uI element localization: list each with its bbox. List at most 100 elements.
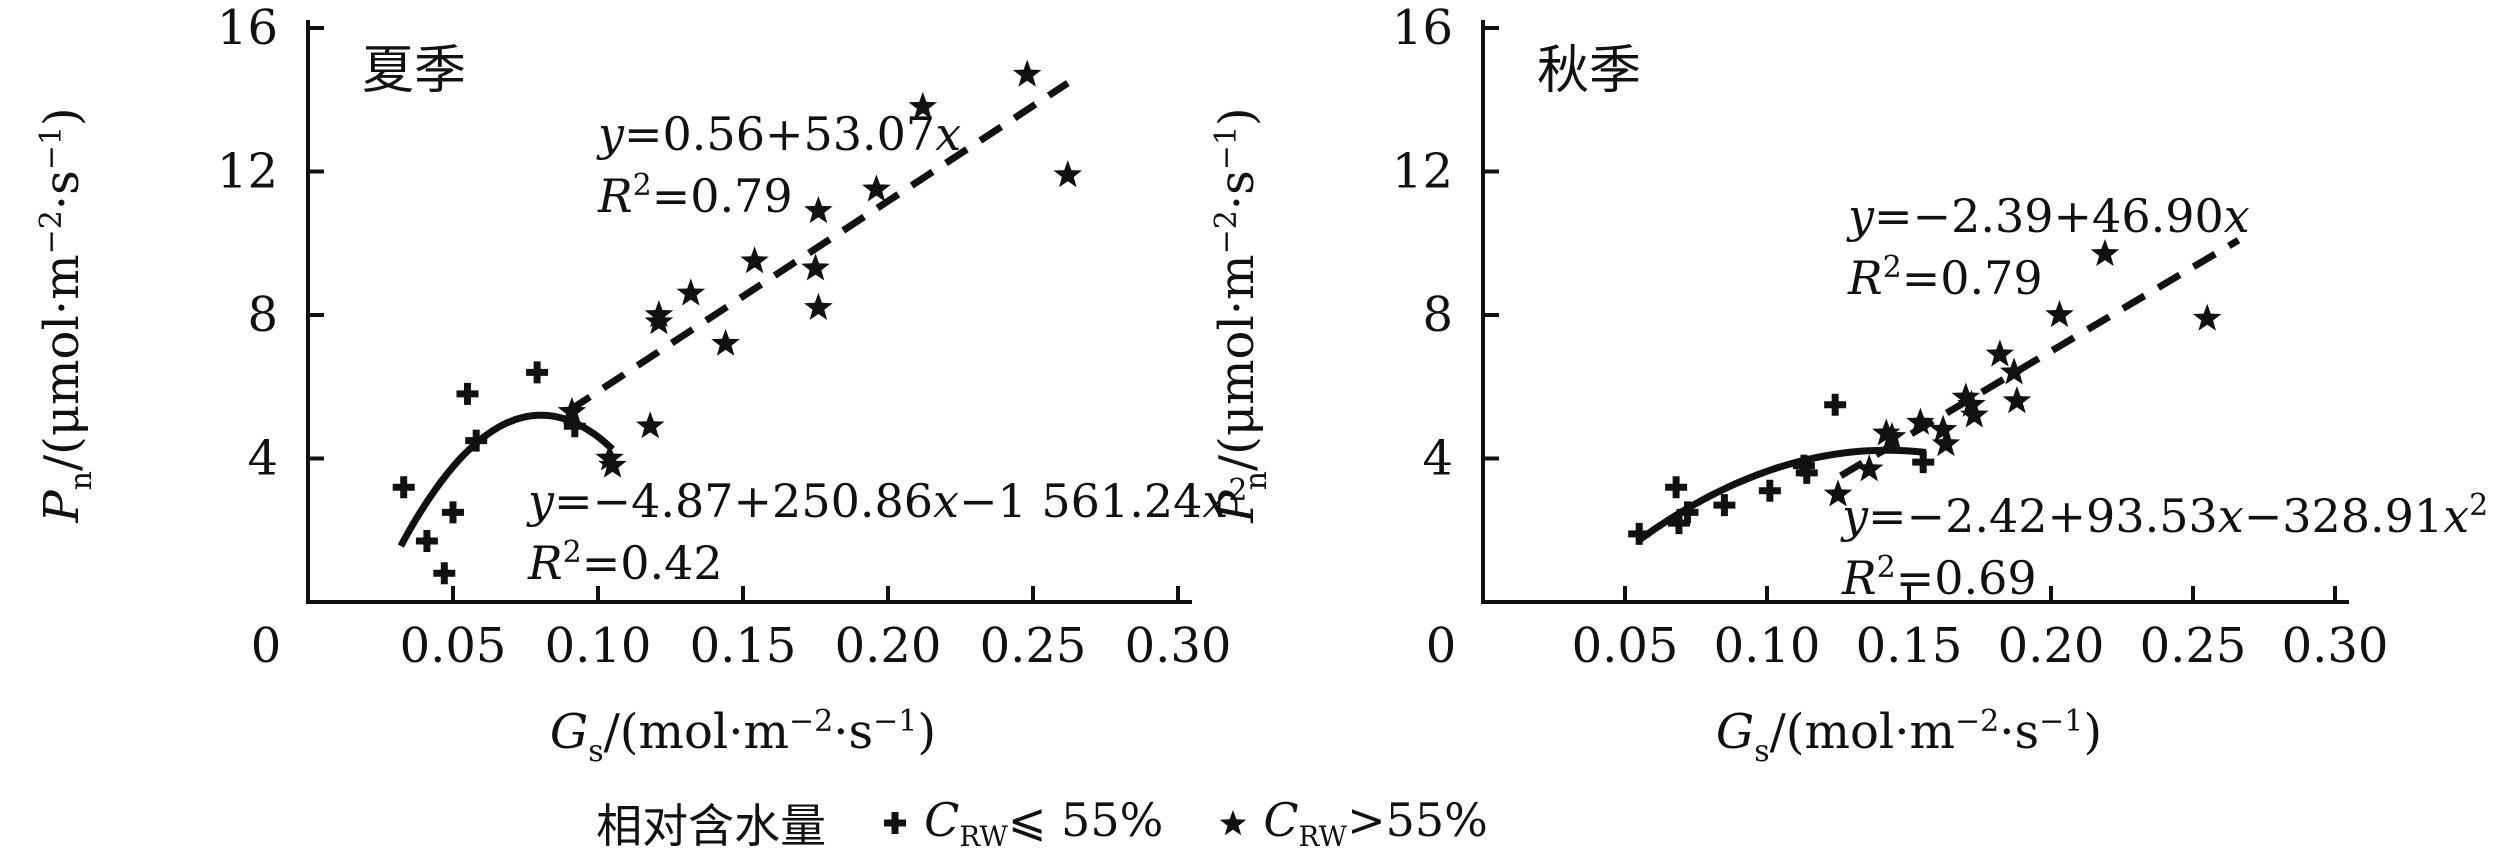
star-marker xyxy=(1823,479,1853,507)
plus-marker xyxy=(1758,479,1781,502)
series-low-moisture xyxy=(1628,393,1935,545)
plus-marker xyxy=(1795,461,1818,484)
star-marker xyxy=(676,278,706,306)
x-tick-label: 0.25 xyxy=(980,618,1087,674)
series-low-moisture xyxy=(392,361,586,585)
legend-item-low-moisture: CRW⩽ 55% xyxy=(878,793,1163,853)
star-marker xyxy=(711,328,740,356)
star-marker xyxy=(1877,422,1907,450)
y-tick-label: 12 xyxy=(217,144,278,200)
plus-marker xyxy=(1628,522,1651,545)
plus-marker xyxy=(465,429,488,452)
x-tick-label: 0 xyxy=(251,618,282,674)
tick-labels: 0 0.05 0.10 0.15 0.20 0.25 0.30 4 8 12 16 xyxy=(217,0,1232,674)
star-marker xyxy=(1053,160,1083,188)
star-marker xyxy=(801,253,830,281)
star-marker xyxy=(557,396,587,424)
fit-equation: y=−4.87+250.86x−1 561.24x2 xyxy=(526,473,1247,528)
y-tick-label: 12 xyxy=(1392,144,1453,200)
star-marker xyxy=(2045,300,2074,328)
y-tick-label: 16 xyxy=(1392,0,1453,56)
fit-equation: y=−2.39+46.90x xyxy=(1846,189,2250,243)
axes xyxy=(306,20,1192,604)
x-tick-label: 0.10 xyxy=(545,618,652,674)
x-tick-label: 0.05 xyxy=(1572,618,1679,674)
star-marker xyxy=(804,196,833,224)
star-marker xyxy=(862,174,891,202)
star-marker xyxy=(908,91,938,120)
star-marker xyxy=(740,246,769,274)
legend-title: 相对含水量 xyxy=(596,799,827,853)
star-marker xyxy=(1855,454,1884,482)
x-tick-label: 0.20 xyxy=(1998,618,2105,674)
x-tick-label: 0 xyxy=(1426,618,1457,674)
plus-marker xyxy=(415,530,438,553)
series-high-moisture xyxy=(557,59,1083,478)
x-tick-label: 0.10 xyxy=(1714,618,1821,674)
star-marker xyxy=(1999,357,2029,385)
plus-marker xyxy=(1665,476,1688,499)
legend: 相对含水量 CRW⩽ 55% CRW>55% xyxy=(0,790,2302,856)
y-axis-title: Pn/(μmol·m−2·s−1) xyxy=(34,107,99,523)
star-marker xyxy=(644,307,674,335)
legend-label-high-moisture: CRW>55% xyxy=(1263,792,1488,854)
star-marker xyxy=(1985,339,2015,367)
y-tick-label: 8 xyxy=(1422,287,1453,343)
star-marker xyxy=(804,292,833,320)
linear-fit-line xyxy=(567,80,1070,414)
plus-marker xyxy=(433,562,456,585)
x-tick-label: 0.20 xyxy=(835,618,942,674)
fit-equation: y=−2.42+93.53x−328.91x2 xyxy=(1840,488,2488,543)
axis-lines xyxy=(1481,20,2349,604)
star-marker xyxy=(1960,400,1989,428)
plus-marker xyxy=(1824,393,1847,416)
legend-label-low-moisture: CRW⩽ 55% xyxy=(924,792,1164,854)
x-axis-title: Gs/(mol·m−2·s−1) xyxy=(1716,704,2102,769)
star-marker xyxy=(1906,407,1935,435)
plus-marker xyxy=(1713,494,1736,517)
plus-marker xyxy=(1912,451,1935,474)
fit-r-squared: R2=0.79 xyxy=(597,168,793,223)
star-marker xyxy=(1957,389,1986,417)
plus-marker xyxy=(442,501,464,524)
x-tick-label: 0.05 xyxy=(400,618,507,674)
fit-equation: y=0.56+53.07x xyxy=(596,107,961,161)
x-tick-label: 0.30 xyxy=(2282,618,2389,674)
plus-marker xyxy=(526,361,549,384)
axes xyxy=(1481,20,2349,604)
summer-chart: 0 0.05 0.10 0.15 0.20 0.25 0.30 4 8 12 16 Gs/(mol·m… xyxy=(34,0,1247,769)
y-tick-label: 8 xyxy=(247,287,278,343)
star-marker xyxy=(595,443,624,471)
x-tick-label: 0.30 xyxy=(1125,618,1232,674)
autumn-chart: 0 0.05 0.10 0.15 0.20 0.25 0.30 4 8 12 16 Gs/(mol·m… xyxy=(1209,0,2488,769)
star-marker xyxy=(1931,429,1961,457)
axis-lines xyxy=(306,20,1192,604)
y-tick-label: 16 xyxy=(217,0,278,56)
fit-r-squared: R2=0.42 xyxy=(527,535,723,590)
y-tick-label: 4 xyxy=(1422,431,1453,487)
plus-marker xyxy=(456,382,479,405)
series-high-moisture xyxy=(1823,239,2222,507)
x-tick-label: 0.15 xyxy=(1856,618,1963,674)
linear-fit-line xyxy=(1839,237,2241,479)
star-glyph xyxy=(1220,810,1247,836)
star-marker xyxy=(2002,386,2032,414)
x-tick-label: 0.15 xyxy=(690,618,797,674)
legend-item-high-moisture: CRW>55% xyxy=(1215,793,1488,853)
tick-labels: 0 0.05 0.10 0.15 0.20 0.25 0.30 4 8 12 16 xyxy=(1392,0,2389,674)
star-marker xyxy=(1928,414,1958,442)
star-marker xyxy=(598,450,627,478)
fit-r-squared: R2=0.79 xyxy=(1847,250,2043,305)
fit-r-squared: R2=0.69 xyxy=(1841,550,2037,605)
star-marker xyxy=(1872,418,1901,446)
star-marker xyxy=(2192,303,2222,331)
x-tick-label: 0.25 xyxy=(2140,618,2247,674)
y-tick-label: 4 xyxy=(247,431,278,487)
star-marker xyxy=(2090,239,2120,267)
star-icon xyxy=(1220,810,1247,836)
y-axis-title: Pn/(μmol·m−2·s−1) xyxy=(1209,107,1274,523)
x-axis-title: Gs/(mol·m−2·s−1) xyxy=(550,704,936,769)
star-marker xyxy=(635,411,665,439)
